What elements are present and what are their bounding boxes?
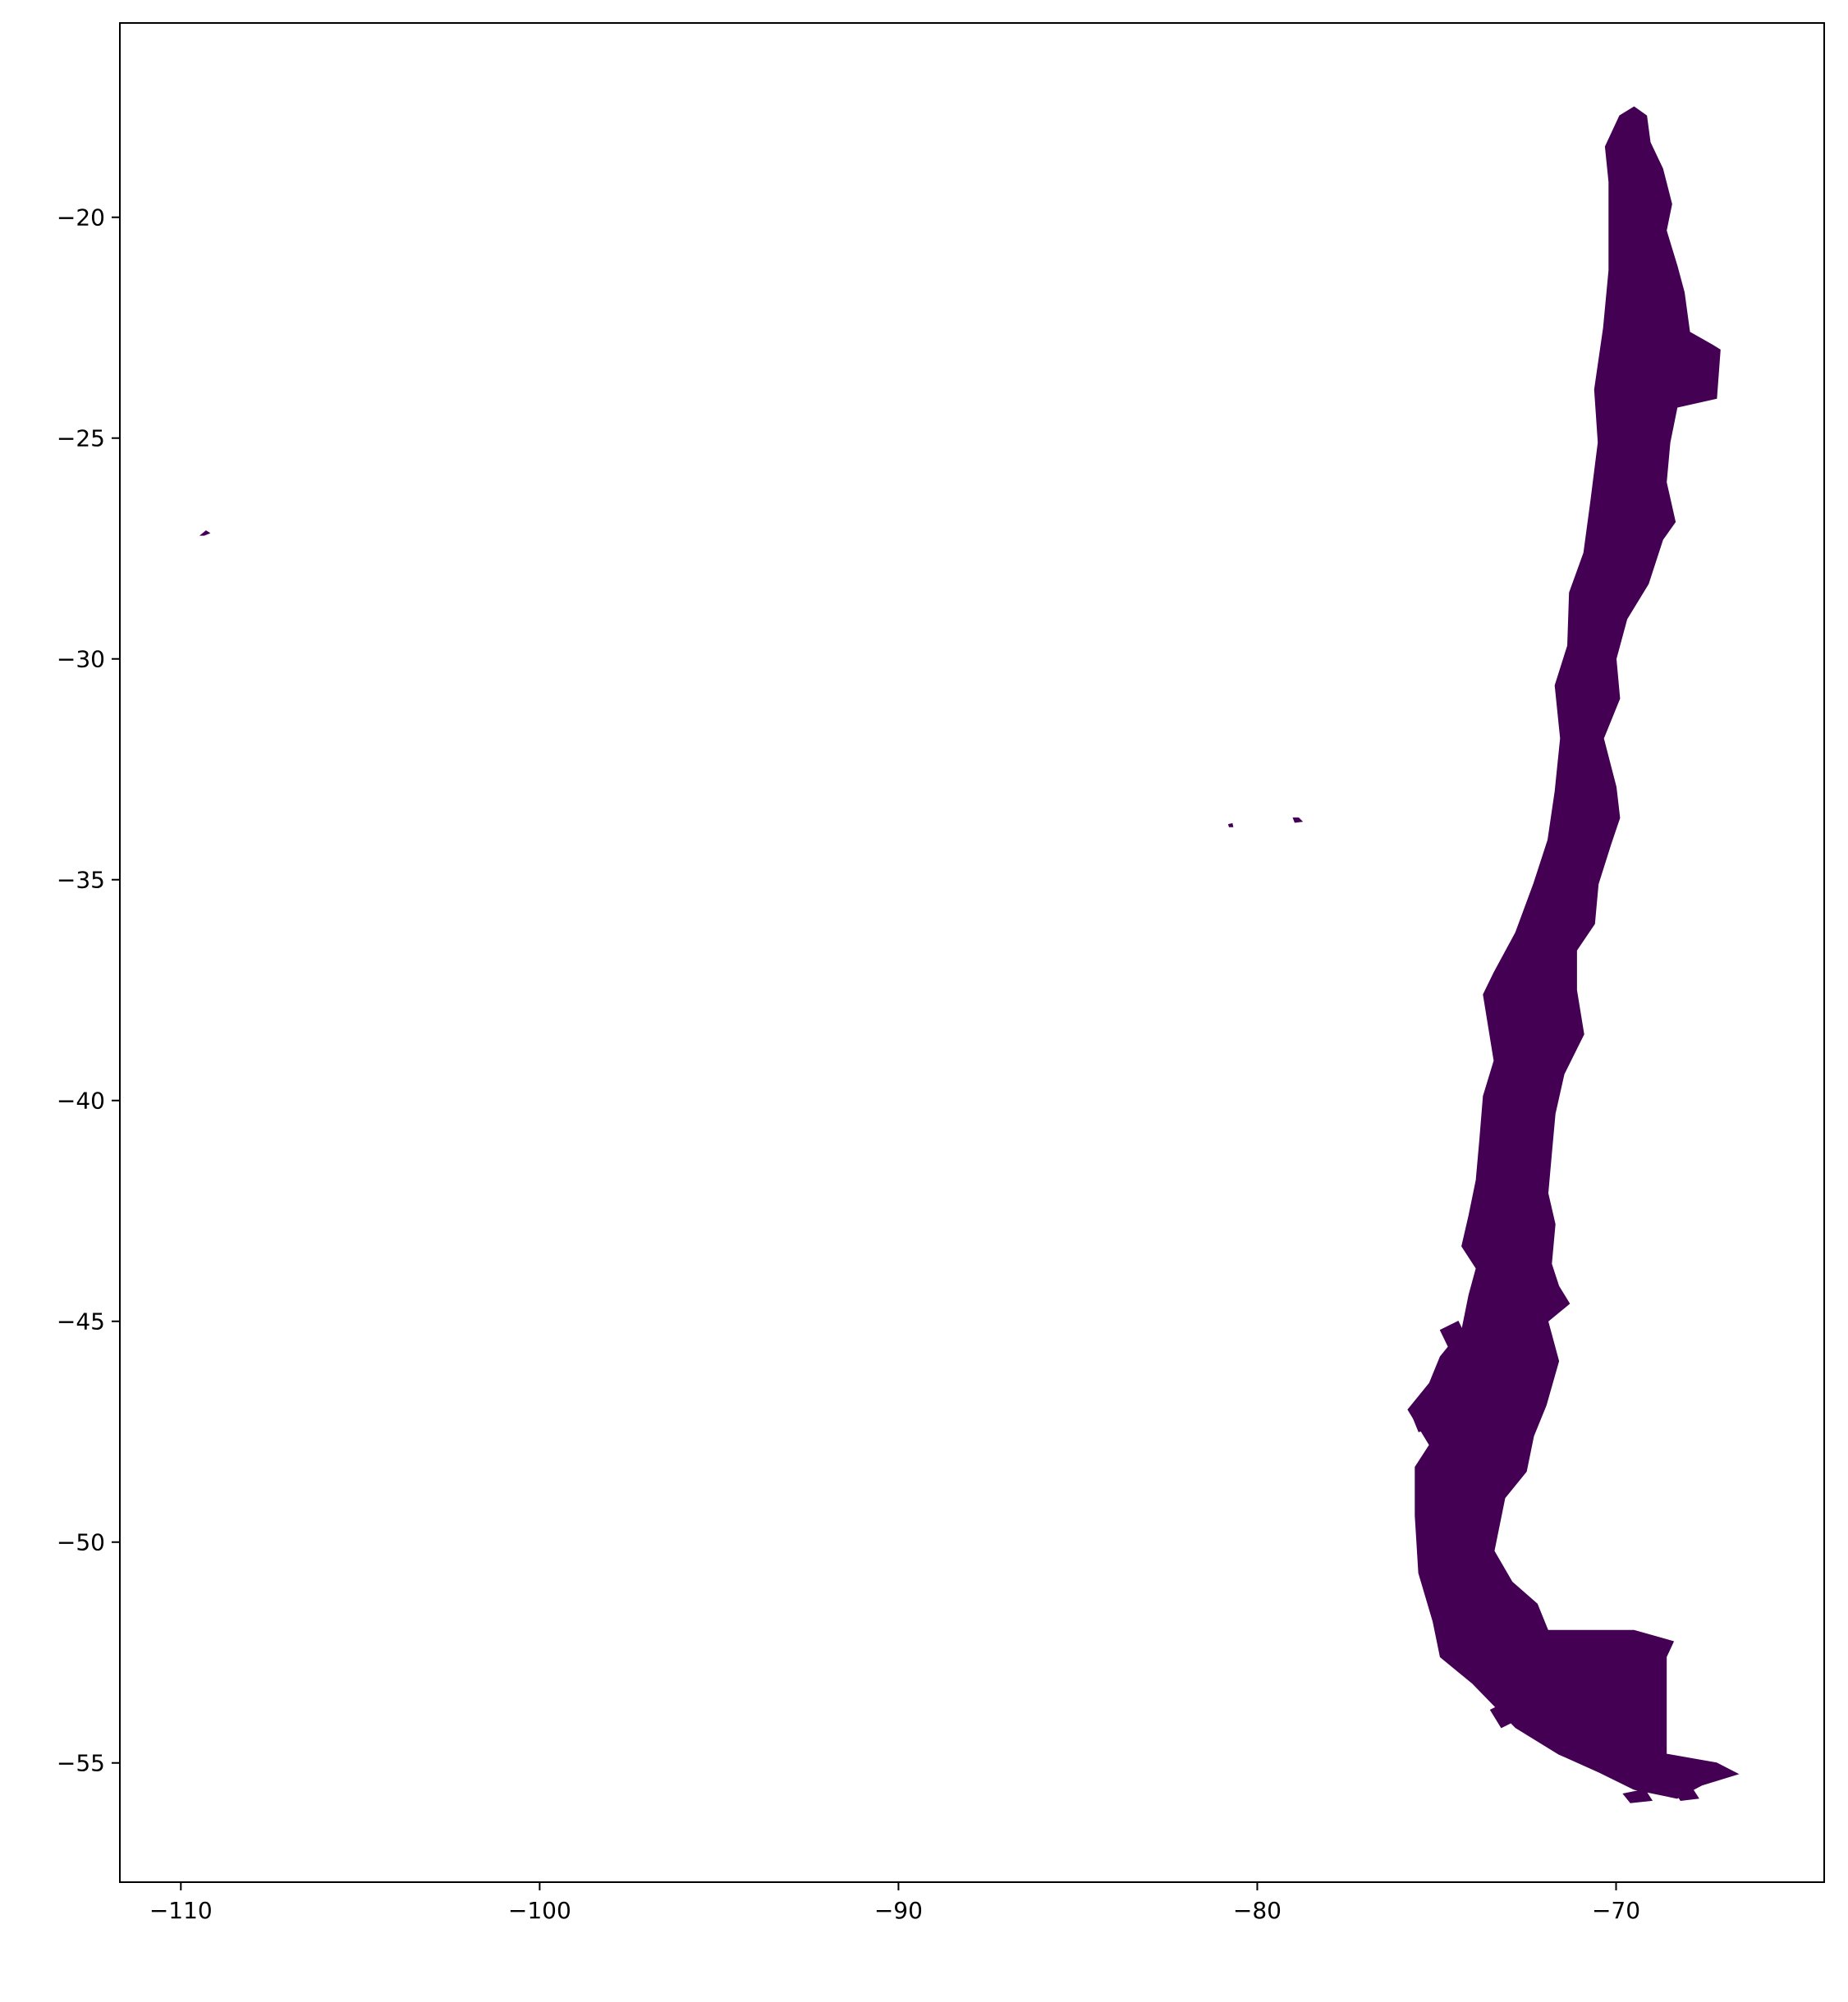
region-juan-fernandez-west — [1227, 822, 1234, 827]
y-tick-label: −30 — [57, 646, 105, 673]
y-tick-label: −50 — [57, 1529, 105, 1556]
region-island-f — [1622, 1789, 1653, 1803]
region-island-a — [1439, 1321, 1470, 1354]
y-tick-label: −55 — [57, 1750, 105, 1777]
region-island-c — [1421, 1497, 1445, 1534]
region-juan-fernandez-east — [1292, 817, 1304, 823]
region-island-g — [1672, 1786, 1699, 1802]
region-island-d — [1439, 1590, 1463, 1623]
regions-layer — [199, 106, 1740, 1803]
region-easter-island — [199, 530, 211, 536]
region-mainland — [1407, 106, 1740, 1799]
y-tick-label: −45 — [57, 1308, 105, 1335]
y-tick-label: −25 — [57, 425, 105, 452]
x-tick-label: −90 — [874, 1897, 923, 1924]
region-island-e — [1489, 1700, 1520, 1729]
region-island-b — [1410, 1404, 1438, 1432]
plot-frame — [119, 22, 1825, 1883]
y-tick-label: −20 — [57, 204, 105, 231]
x-tick-label: −110 — [149, 1897, 213, 1924]
ticks-layer: −110 −100 −90 −80 −70 −20 −25 −30 −35 −40 −45 −50 −5… — [57, 204, 1640, 1924]
x-tick-label: −70 — [1592, 1897, 1640, 1924]
y-tick-label: −35 — [57, 867, 105, 894]
y-tick-label: −40 — [57, 1088, 105, 1115]
x-tick-label: −100 — [508, 1897, 571, 1924]
x-tick-label: −80 — [1233, 1897, 1282, 1924]
